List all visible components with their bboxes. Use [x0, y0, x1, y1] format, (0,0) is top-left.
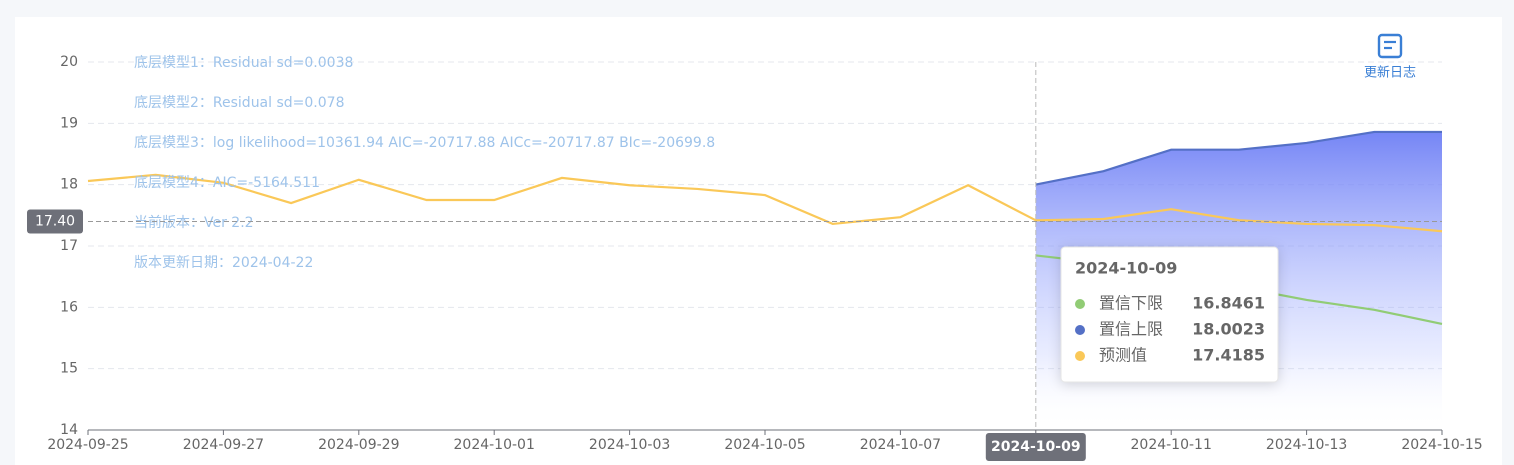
- pointer-x-label: 2024-10-09: [991, 439, 1081, 455]
- annotation: 当前版本：Ver 2.2: [134, 214, 254, 231]
- tooltip-value: 18.0023: [1192, 320, 1265, 339]
- tooltip-value: 17.4185: [1192, 346, 1265, 365]
- x-tick-label: 2024-10-07: [860, 437, 941, 453]
- annotation: 底层模型4：AIC=-5164.511: [134, 175, 320, 191]
- tooltip-box: [1060, 246, 1279, 383]
- y-tick-label: 19: [60, 115, 78, 131]
- y-tick-label: 16: [60, 299, 78, 315]
- annotation: 底层模型3：log likelihood=10361.94 AIC=-20717…: [134, 135, 715, 151]
- x-tick-label: 2024-10-15: [1401, 437, 1482, 453]
- series-line: [1035, 130, 1442, 186]
- x-tick-label: 2024-10-01: [454, 437, 535, 453]
- y-tick-label: 17: [60, 238, 78, 254]
- tooltip-value: 16.8461: [1192, 294, 1265, 313]
- annotation: 底层模型1：Residual sd=0.0038: [134, 55, 353, 71]
- annotation: 版本更新日期：2024-04-22: [134, 255, 313, 271]
- x-tick-label: 2024-10-11: [1131, 437, 1212, 453]
- tooltip-name: 置信下限: [1099, 294, 1163, 313]
- pointer-x-bg: [985, 433, 1086, 461]
- series-line: [87, 173, 1443, 233]
- update-log-button[interactable]: 更新日志: [1364, 33, 1416, 81]
- y-tick-label: 14: [60, 422, 78, 438]
- y-tick-label: 15: [60, 361, 78, 377]
- pointer-label: 17.40: [35, 213, 75, 229]
- y-tick-label: 18: [60, 177, 78, 193]
- tooltip: 2024-10-09 置信下限 16.8461 置信上限 18.0023 预测值 17.41…: [1060, 246, 1279, 383]
- x-tick-label: 2024-10-13: [1266, 437, 1347, 453]
- tooltip-name: 置信上限: [1099, 320, 1163, 339]
- x-tick-label: 2024-09-29: [318, 437, 399, 453]
- tooltip-dot: [1075, 325, 1085, 335]
- pointer-label-bg: [27, 209, 83, 234]
- y-tick-label: 20: [60, 54, 78, 70]
- log-label[interactable]: 更新日志: [1364, 65, 1416, 81]
- x-tick-label: 2024-10-03: [589, 437, 670, 453]
- tooltip-title: 2024-10-09: [1075, 259, 1177, 278]
- tooltip-dot: [1075, 299, 1085, 309]
- log-icon: [1377, 33, 1403, 59]
- tooltip-name: 预测值: [1099, 346, 1147, 365]
- x-tick-label: 2024-09-25: [47, 437, 128, 453]
- x-tick-label: 2024-10-05: [724, 437, 805, 453]
- annotation: 底层模型2：Residual sd=0.078: [134, 95, 344, 111]
- x-tick-label: 2024-09-27: [183, 437, 264, 453]
- tooltip-dot: [1075, 351, 1085, 361]
